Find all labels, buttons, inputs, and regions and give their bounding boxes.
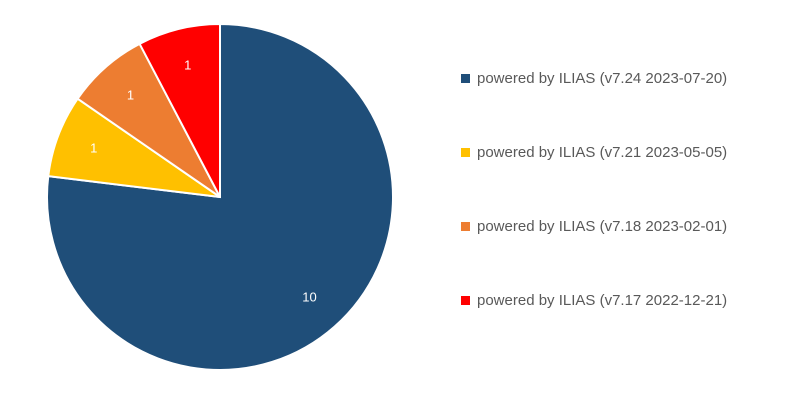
chart-legend: powered by ILIAS (v7.24 2023-07-20) powe…: [461, 64, 791, 360]
legend-label-v7-24: powered by ILIAS (v7.24 2023-07-20): [477, 69, 728, 87]
pie-slice-v7-17: [138, 22, 221, 198]
legend-swatch-v7-18: [461, 221, 470, 231]
data-label-v7-21: 1: [90, 141, 97, 156]
legend-label-v7-17: powered by ILIAS (v7.17 2022-12-21): [477, 291, 728, 309]
data-label-v7-17: 1: [184, 57, 191, 72]
legend-item-v7-24: powered by ILIAS (v7.24 2023-07-20): [461, 64, 791, 92]
legend-item-v7-18: powered by ILIAS (v7.18 2023-02-01): [461, 212, 791, 240]
legend-item-v7-17: powered by ILIAS (v7.17 2022-12-21): [461, 286, 791, 314]
data-label-v7-18: 1: [127, 87, 134, 102]
legend-swatch-v7-17: [461, 295, 470, 305]
legend-label-v7-18: powered by ILIAS (v7.18 2023-02-01): [477, 217, 728, 235]
legend-label-v7-21: powered by ILIAS (v7.21 2023-05-05): [477, 143, 728, 161]
legend-swatch-v7-24: [461, 73, 470, 83]
legend-swatch-v7-21: [461, 147, 470, 157]
legend-item-v7-21: powered by ILIAS (v7.21 2023-05-05): [461, 138, 791, 166]
data-label-v7-24: 10: [302, 289, 316, 304]
